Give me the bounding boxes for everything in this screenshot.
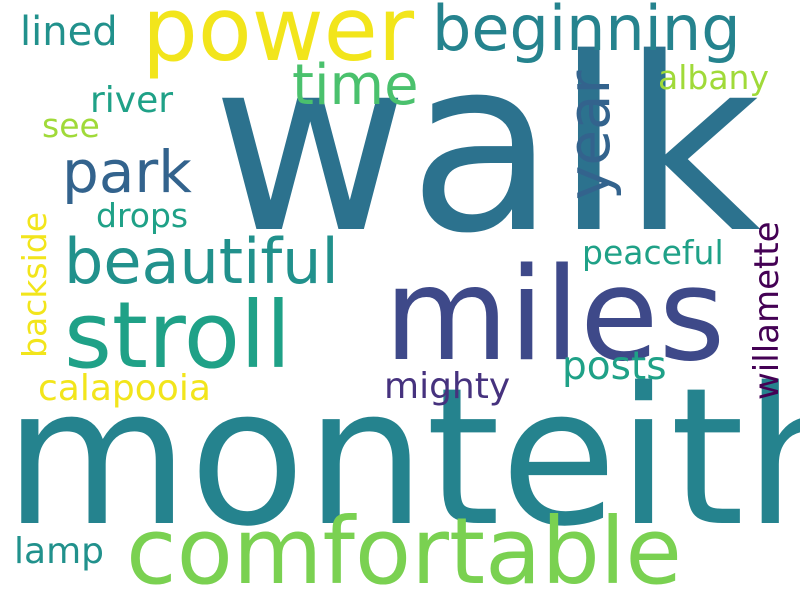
word-beautiful: beautiful	[64, 225, 339, 298]
word-lined: lined	[20, 9, 118, 55]
word-beginning: beginning	[432, 0, 741, 65]
word-lamp: lamp	[14, 531, 104, 572]
word-miles: miles	[384, 241, 726, 390]
word-albany: albany	[658, 58, 770, 97]
word-stroll: stroll	[64, 282, 292, 389]
word-walk: walk	[212, 6, 762, 286]
word-river: river	[90, 80, 174, 121]
word-see: see	[42, 106, 100, 145]
word-time: time	[292, 53, 419, 118]
word-willamette: willamette	[747, 221, 787, 400]
word-backside: backside	[15, 211, 54, 358]
word-park: park	[62, 138, 192, 206]
word-power: power	[142, 0, 414, 81]
word-peaceful: peaceful	[582, 233, 724, 272]
word-mighty: mighty	[384, 366, 511, 407]
word-year: year	[555, 70, 623, 200]
word-calapooia: calapooia	[38, 368, 211, 409]
word-posts: posts	[562, 344, 667, 389]
word-monteith: monteith	[4, 347, 800, 568]
word-drops: drops	[96, 196, 189, 235]
word-comfortable: comfortable	[126, 498, 682, 600]
